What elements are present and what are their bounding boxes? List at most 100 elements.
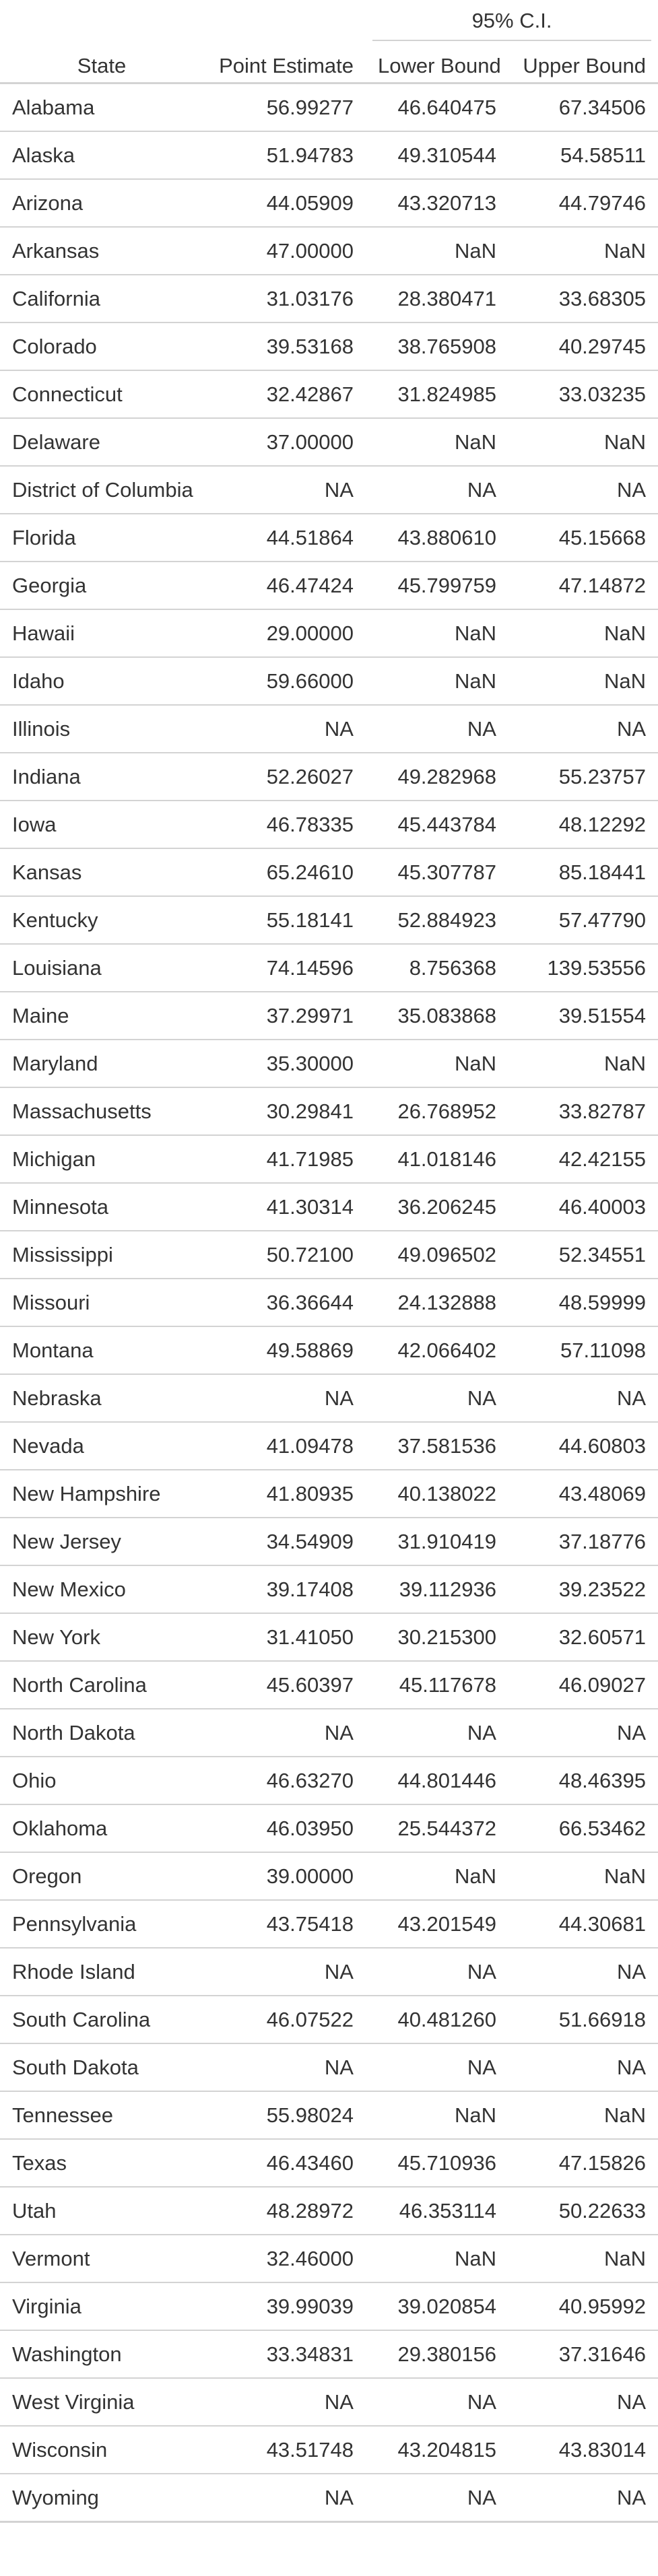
lower-bound-cell: 43.320713 <box>366 178 508 227</box>
point-estimate-cell: 46.63270 <box>203 1756 366 1804</box>
state-cell: South Carolina <box>0 1995 203 2043</box>
lower-bound-cell: 45.799759 <box>366 561 508 609</box>
point-estimate-cell: 41.09478 <box>203 1421 366 1470</box>
table-row: Kansas 65.24610 45.307787 85.18441 <box>0 848 658 896</box>
lower-bound-cell: 37.581536 <box>366 1421 508 1470</box>
point-estimate-cell: 43.75418 <box>203 1899 366 1948</box>
point-estimate-cell: 44.05909 <box>203 178 366 227</box>
point-estimate-cell: 41.80935 <box>203 1469 366 1518</box>
table-row: New Mexico 39.17408 39.112936 39.23522 <box>0 1565 658 1613</box>
point-estimate-cell: 45.60397 <box>203 1660 366 1709</box>
table-row: Wyoming NA NA NA <box>0 2473 658 2523</box>
table-row: Idaho 59.66000 NaN NaN <box>0 656 658 705</box>
state-cell: Oregon <box>0 1852 203 1900</box>
point-estimate-cell: NA <box>203 465 366 514</box>
state-cell: Minnesota <box>0 1182 203 1231</box>
point-estimate-cell: 39.53168 <box>203 322 366 370</box>
table-row: Tennessee 55.98024 NaN NaN <box>0 2091 658 2139</box>
table-row: North Carolina 45.60397 45.117678 46.09027 <box>0 1660 658 1709</box>
state-cell: Colorado <box>0 322 203 370</box>
point-estimate-cell: 52.26027 <box>203 752 366 801</box>
lower-bound-cell: NA <box>366 1947 508 1996</box>
upper-bound-cell: NaN <box>508 417 658 466</box>
upper-bound-cell: 42.42155 <box>508 1134 658 1183</box>
upper-bound-cell: NA <box>508 465 658 514</box>
point-estimate-cell: 39.99039 <box>203 2282 366 2330</box>
state-cell: Nebraska <box>0 1374 203 1422</box>
upper-bound-cell: 52.34551 <box>508 1230 658 1279</box>
upper-bound-cell: 85.18441 <box>508 848 658 896</box>
state-cell: Nevada <box>0 1421 203 1470</box>
state-cell: West Virginia <box>0 2377 203 2426</box>
upper-bound-cell: NaN <box>508 2091 658 2139</box>
upper-bound-cell: 45.15668 <box>508 513 658 562</box>
upper-bound-cell: NA <box>508 1947 658 1996</box>
lower-bound-cell: 46.640475 <box>366 82 508 131</box>
upper-bound-cell: 44.60803 <box>508 1421 658 1470</box>
ci-spanner-label: 95% C.I. <box>372 2 652 41</box>
upper-bound-cell: 47.15826 <box>508 2138 658 2187</box>
point-estimate-cell: 43.51748 <box>203 2425 366 2474</box>
upper-bound-cell: NaN <box>508 2234 658 2282</box>
table-row: Minnesota 41.30314 36.206245 46.40003 <box>0 1182 658 1231</box>
table-row: South Carolina 46.07522 40.481260 51.66918 <box>0 1995 658 2043</box>
state-cell: North Dakota <box>0 1708 203 1757</box>
lower-bound-cell: 40.138022 <box>366 1469 508 1518</box>
point-estimate-cell: NA <box>203 2473 366 2523</box>
point-estimate-cell: 55.98024 <box>203 2091 366 2139</box>
lower-bound-cell: 44.801446 <box>366 1756 508 1804</box>
upper-bound-cell: 57.47790 <box>508 895 658 944</box>
table-row: Ohio 46.63270 44.801446 48.46395 <box>0 1756 658 1804</box>
upper-bound-cell: 54.58511 <box>508 131 658 179</box>
upper-bound-cell: 37.18776 <box>508 1517 658 1565</box>
point-estimate-cell: 46.07522 <box>203 1995 366 2043</box>
point-estimate-cell: 33.34831 <box>203 2330 366 2378</box>
state-cell: Idaho <box>0 656 203 705</box>
upper-bound-cell: 55.23757 <box>508 752 658 801</box>
state-cell: Missouri <box>0 1278 203 1326</box>
lower-bound-cell: 40.481260 <box>366 1995 508 2043</box>
point-estimate-cell: 30.29841 <box>203 1087 366 1135</box>
lower-bound-cell: 31.910419 <box>366 1517 508 1565</box>
point-estimate-cell: 37.00000 <box>203 417 366 466</box>
state-cell: California <box>0 274 203 323</box>
point-estimate-cell: 46.47424 <box>203 561 366 609</box>
upper-bound-cell: NaN <box>508 1039 658 1087</box>
table-row: Utah 48.28972 46.353114 50.22633 <box>0 2186 658 2235</box>
upper-bound-cell: NA <box>508 1374 658 1422</box>
lower-bound-cell: 41.018146 <box>366 1134 508 1183</box>
table-row: Louisiana 74.14596 8.756368 139.53556 <box>0 943 658 992</box>
point-estimate-cell: NA <box>203 1708 366 1757</box>
table-row: Arizona 44.05909 43.320713 44.79746 <box>0 178 658 227</box>
state-cell: Massachusetts <box>0 1087 203 1135</box>
point-estimate-cell: 41.71985 <box>203 1134 366 1183</box>
point-estimate-cell: 39.00000 <box>203 1852 366 1900</box>
lower-bound-cell: NA <box>366 1374 508 1422</box>
lower-bound-cell: 43.201549 <box>366 1899 508 1948</box>
lower-bound-cell: NaN <box>366 417 508 466</box>
state-cell: Iowa <box>0 800 203 848</box>
upper-bound-cell: NA <box>508 2377 658 2426</box>
table-row: Oklahoma 46.03950 25.544372 66.53462 <box>0 1804 658 1852</box>
state-cell: Connecticut <box>0 370 203 418</box>
column-header-row: State Point Estimate Lower Bound Upper B… <box>0 43 658 84</box>
state-cell: Texas <box>0 2138 203 2187</box>
table-row: Indiana 52.26027 49.282968 55.23757 <box>0 752 658 801</box>
upper-bound-cell: 51.66918 <box>508 1995 658 2043</box>
lower-bound-cell: NaN <box>366 2091 508 2139</box>
lower-bound-cell: 39.112936 <box>366 1565 508 1613</box>
lower-bound-cell: 29.380156 <box>366 2330 508 2378</box>
upper-bound-cell: 33.68305 <box>508 274 658 323</box>
state-cell: Alaska <box>0 131 203 179</box>
table-header: 95% C.I. State Point Estimate Lower Boun… <box>0 0 658 84</box>
point-estimate-cell: 41.30314 <box>203 1182 366 1231</box>
lower-bound-cell: 35.083868 <box>366 991 508 1040</box>
point-estimate-cell: 47.00000 <box>203 226 366 275</box>
table-row: Arkansas 47.00000 NaN NaN <box>0 226 658 275</box>
upper-bound-cell: 37.31646 <box>508 2330 658 2378</box>
point-estimate-cell: NA <box>203 2043 366 2091</box>
table-row: Hawaii 29.00000 NaN NaN <box>0 609 658 657</box>
point-estimate-cell: 56.99277 <box>203 82 366 131</box>
upper-bound-cell: NaN <box>508 1852 658 1900</box>
state-cell: South Dakota <box>0 2043 203 2091</box>
